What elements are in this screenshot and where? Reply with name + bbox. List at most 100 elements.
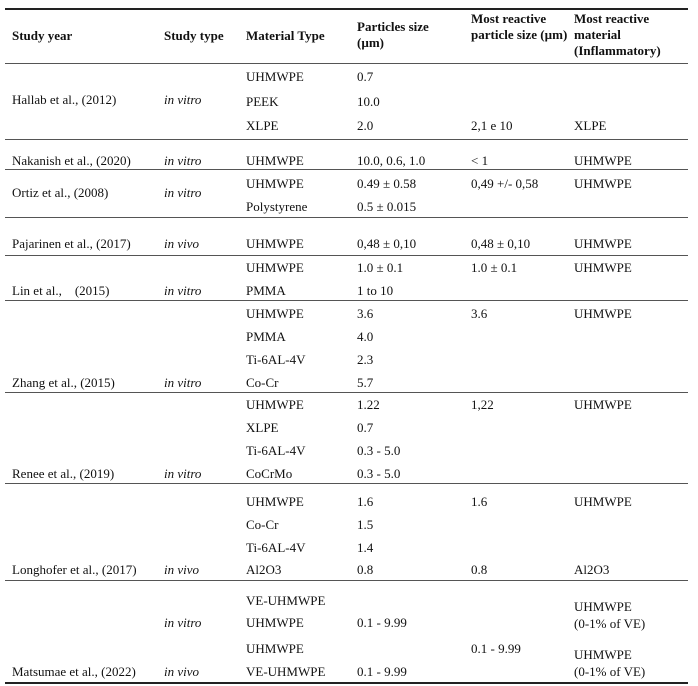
material-type: Al2O3 <box>246 562 282 577</box>
particle-size: 1.6 <box>357 494 374 509</box>
study-type: in vitro <box>164 92 202 107</box>
particle-size: 1.0 ± 0.1 <box>357 260 404 275</box>
row-rule <box>5 169 688 170</box>
particle-size: 0.49 ± 0.58 <box>357 176 417 191</box>
header-particle-size: Particles size (µm) <box>357 19 429 50</box>
reactive-material: XLPE <box>574 118 607 133</box>
material-type: XLPE <box>246 420 279 435</box>
material-type: UHMWPE <box>246 615 304 630</box>
reactive-size: < 1 <box>471 153 489 168</box>
reactive-size: 1.0 ± 0.1 <box>471 260 518 275</box>
material-type: VE-UHMWPE <box>246 593 326 608</box>
study-name: Longhofer et al., (2017) <box>12 562 137 577</box>
material-type: PEEK <box>246 94 279 109</box>
material-type: Ti-6AL-4V <box>246 352 306 367</box>
particle-size: 1.22 <box>357 397 380 412</box>
reactive-material: UHMWPE <box>574 260 632 275</box>
study-type: in vitro <box>164 283 202 298</box>
reactive-material: (0-1% of VE) <box>574 616 646 631</box>
material-type: UHMWPE <box>246 236 304 251</box>
header-material-type: Material Type <box>246 28 325 43</box>
material-type: UHMWPE <box>246 641 304 656</box>
material-type: PMMA <box>246 329 286 344</box>
particle-size: 2.3 <box>357 352 374 367</box>
material-type: UHMWPE <box>246 397 304 412</box>
particle-size: 2.0 <box>357 118 374 133</box>
header-study-year: Study year <box>12 28 73 43</box>
study-type: in vitro <box>164 153 202 168</box>
material-type: Co-Cr <box>246 375 279 390</box>
reactive-material: Al2O3 <box>574 562 610 577</box>
particle-size: 4.0 <box>357 329 374 344</box>
material-type: UHMWPE <box>246 69 304 84</box>
material-type: PMMA <box>246 283 286 298</box>
particle-size: 10.0, 0.6, 1.0 <box>357 153 426 168</box>
study-name: Hallab et al., (2012) <box>12 92 117 107</box>
study-name: Pajarinen et al., (2017) <box>12 236 131 251</box>
particle-size: 0.7 <box>357 420 374 435</box>
particle-size: 0.1 - 9.99 <box>357 615 407 630</box>
material-type: UHMWPE <box>246 153 304 168</box>
reactive-size: 3.6 <box>471 306 488 321</box>
material-type: Co-Cr <box>246 517 279 532</box>
material-type: CoCrMo <box>246 466 293 481</box>
particle-size: 0.1 - 9.99 <box>357 664 407 679</box>
material-type: VE-UHMWPE <box>246 664 326 679</box>
table-bottom-rule <box>5 682 688 684</box>
reactive-material: UHMWPE <box>574 176 632 191</box>
row-rule <box>5 300 688 301</box>
particle-size: 0.5 ± 0.015 <box>357 199 417 214</box>
header-most-reactive-size: Most reactive particle size (µm) <box>471 11 568 42</box>
row-rule <box>5 255 688 256</box>
table-top-rule <box>5 8 688 10</box>
study-name: Ortiz et al., (2008) <box>12 185 109 200</box>
reactive-material: UHMWPE <box>574 153 632 168</box>
header-study-type: Study type <box>164 28 224 43</box>
material-type: Ti-6AL-4V <box>246 443 306 458</box>
study-name: Nakanish et al., (2020) <box>12 153 131 168</box>
study-type: in vivo <box>164 664 200 679</box>
particle-size: 0.8 <box>357 562 374 577</box>
study-type: in vitro <box>164 185 202 200</box>
study-type: in vitro <box>164 375 202 390</box>
reactive-material: UHMWPE <box>574 494 632 509</box>
particle-size: 1 to 10 <box>357 283 394 298</box>
header-most-reactive-material: Most reactive material (Inflammatory) <box>574 11 661 58</box>
reactive-size: 0.8 <box>471 562 488 577</box>
particle-size: 5.7 <box>357 375 374 390</box>
particle-size: 0.3 - 5.0 <box>357 466 401 481</box>
reactive-size: 1.6 <box>471 494 488 509</box>
reactive-size: 0,49 +/- 0,58 <box>471 176 539 191</box>
material-type: UHMWPE <box>246 176 304 191</box>
particle-size: 0.3 - 5.0 <box>357 443 401 458</box>
material-type: UHMWPE <box>246 494 304 509</box>
material-type: Ti-6AL-4V <box>246 540 306 555</box>
reactive-material: UHMWPE <box>574 306 632 321</box>
material-type: UHMWPE <box>246 260 304 275</box>
study-type: in vivo <box>164 562 200 577</box>
row-rule <box>5 580 688 581</box>
material-type: UHMWPE <box>246 306 304 321</box>
study-type: in vivo <box>164 236 200 251</box>
material-type: Polystyrene <box>246 199 308 214</box>
study-type: in vitro <box>164 466 202 481</box>
reactive-size: 1,22 <box>471 397 494 412</box>
particle-size: 3.6 <box>357 306 374 321</box>
row-rule <box>5 392 688 393</box>
reactive-material: UHMWPE <box>574 397 632 412</box>
header-rule <box>5 63 688 64</box>
row-rule <box>5 217 688 218</box>
reactive-size: 0,48 ± 0,10 <box>471 236 531 251</box>
study-name: Renee et al., (2019) <box>12 466 115 481</box>
particle-size: 1.5 <box>357 517 374 532</box>
study-name: Zhang et al., (2015) <box>12 375 115 390</box>
reactive-material: UHMWPE <box>574 647 632 662</box>
reactive-size: 0.1 - 9.99 <box>471 641 521 656</box>
particle-size: 0,48 ± 0,10 <box>357 236 417 251</box>
row-rule <box>5 483 688 484</box>
row-rule <box>5 139 688 140</box>
reactive-material: UHMWPE <box>574 236 632 251</box>
reactive-size: 2,1 e 10 <box>471 118 513 133</box>
study-name: Lin et al., (2015) <box>12 283 110 298</box>
